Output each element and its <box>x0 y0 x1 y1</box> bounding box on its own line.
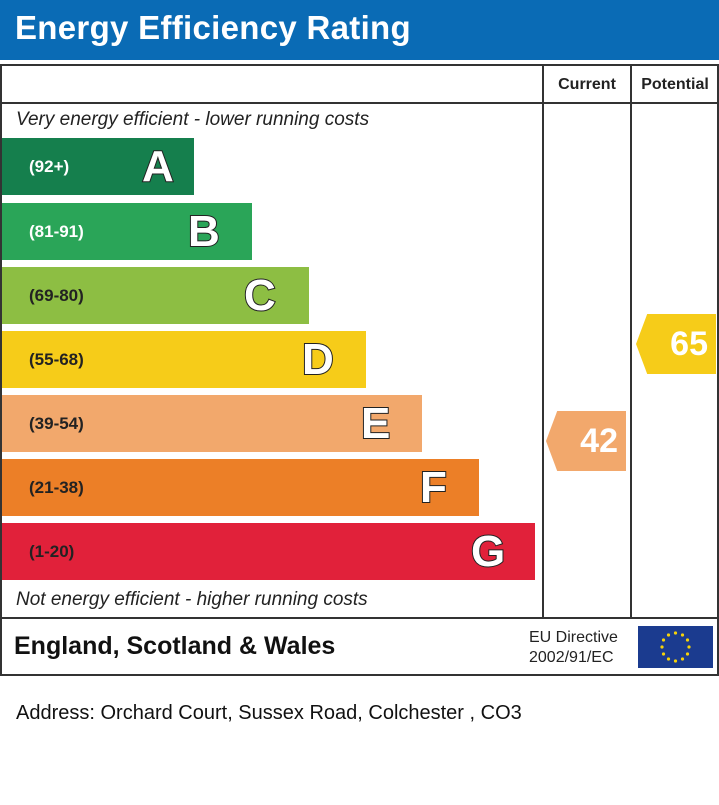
column-header-current: Current <box>558 76 616 93</box>
caption-inefficient: Not energy efficient - higher running co… <box>16 589 368 610</box>
band-range: (21-38) <box>29 478 84 497</box>
column-divider-current <box>542 66 544 619</box>
band-range: (55-68) <box>29 350 84 369</box>
band-range: (1-20) <box>29 542 75 561</box>
band-g: (1-20) G <box>2 523 535 580</box>
caption-efficient: Very energy efficient - lower running co… <box>16 109 370 130</box>
band-range: (69-80) <box>29 286 84 305</box>
eu-directive-label: EU Directive 2002/91/EC <box>529 628 618 668</box>
potential-rating-value: 65 <box>670 325 708 363</box>
current-rating-value: 42 <box>580 422 618 460</box>
band-letter: F <box>419 462 448 513</box>
column-header-potential: Potential <box>641 76 709 93</box>
band-letter: E <box>360 398 391 449</box>
band-d: (55-68) D <box>2 331 366 388</box>
header-row-divider <box>2 102 717 104</box>
band-range: (81-91) <box>29 222 84 241</box>
property-address: Address: Orchard Court, Sussex Road, Col… <box>16 702 522 724</box>
band-e: (39-54) E <box>2 395 422 452</box>
eu-directive-line1: EU Directive <box>529 629 618 646</box>
page-title: Energy Efficiency Rating <box>15 9 411 46</box>
band-letter: A <box>141 141 175 192</box>
header-bar: Energy Efficiency Rating <box>0 0 719 60</box>
rating-chart: Current Potential Very energy efficient … <box>0 64 719 676</box>
eu-directive-line2: 2002/91/EC <box>529 649 614 666</box>
band-b: (81-91) B <box>2 203 252 260</box>
band-a: (92+) A <box>2 138 194 195</box>
footer-row-divider <box>2 617 717 619</box>
band-letter: B <box>187 206 221 257</box>
band-f: (21-38) F <box>2 459 479 516</box>
band-letter: G <box>470 526 506 577</box>
band-c: (69-80) C <box>2 267 309 324</box>
column-divider-potential <box>630 66 632 619</box>
band-letter: C <box>243 270 277 321</box>
eu-flag-icon <box>638 626 713 668</box>
country-label: England, Scotland & Wales <box>14 632 336 660</box>
band-range: (92+) <box>29 157 70 176</box>
band-range: (39-54) <box>29 414 84 433</box>
potential-rating-arrow: 65 <box>636 314 716 374</box>
band-letter: D <box>301 334 335 385</box>
current-rating-arrow: 42 <box>546 411 626 471</box>
